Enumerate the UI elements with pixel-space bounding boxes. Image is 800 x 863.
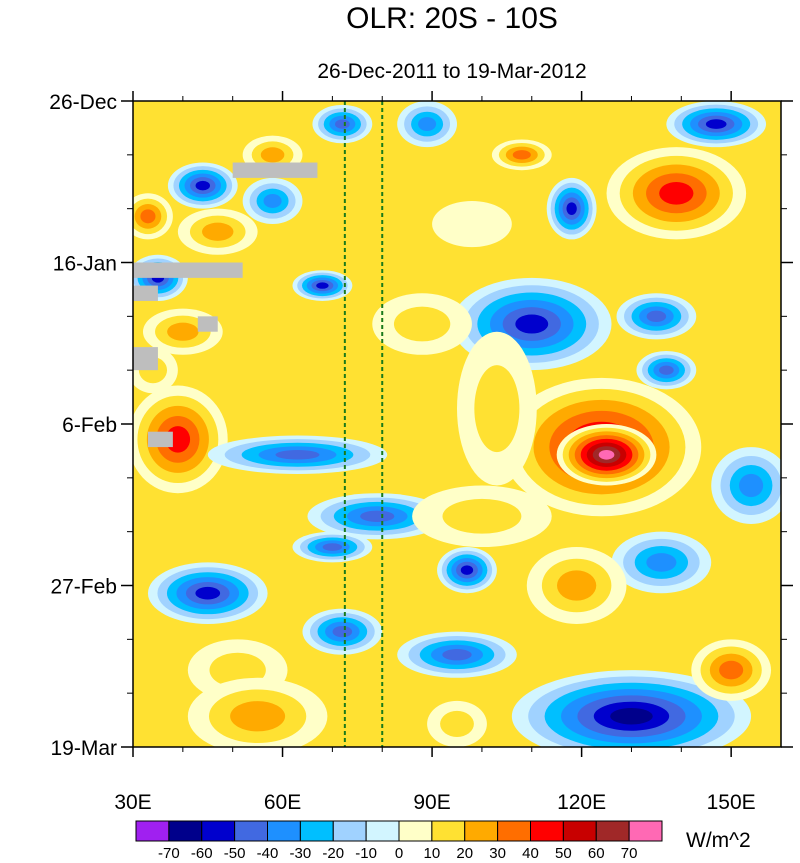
olr-feature bbox=[195, 586, 221, 600]
olr-feature bbox=[440, 710, 474, 737]
olr-feature bbox=[646, 310, 667, 322]
olr-feature bbox=[719, 660, 744, 680]
olr-feature bbox=[556, 570, 597, 601]
olr-feature bbox=[460, 565, 474, 575]
missing-data-patch bbox=[147, 431, 173, 448]
colorbar-label: 60 bbox=[588, 845, 605, 862]
olr-feature bbox=[418, 117, 437, 132]
colorbar-swatch bbox=[530, 820, 564, 842]
olr-feature bbox=[140, 209, 156, 224]
missing-data-patch bbox=[133, 285, 158, 301]
colorbar-label: 50 bbox=[555, 845, 572, 862]
colorbar-label: -10 bbox=[355, 845, 377, 862]
olr-feature bbox=[442, 649, 472, 661]
olr-feature bbox=[230, 701, 286, 732]
reference-lines bbox=[343, 101, 384, 747]
olr-feature bbox=[275, 450, 320, 460]
olr-feature bbox=[432, 200, 512, 248]
y-tick-label: 19-Mar bbox=[50, 737, 117, 760]
olr-feature bbox=[705, 119, 727, 129]
olr-feature bbox=[659, 181, 694, 205]
olr-feature bbox=[515, 314, 549, 334]
olr-feature bbox=[263, 194, 282, 208]
colorbar-label: -40 bbox=[257, 845, 279, 862]
olr-feature bbox=[739, 473, 764, 498]
olr-feature bbox=[316, 282, 329, 289]
colorbar-swatch bbox=[464, 820, 499, 842]
colorbar-label: 30 bbox=[489, 845, 506, 862]
colorbar-swatch bbox=[135, 820, 170, 842]
olr-feature bbox=[610, 708, 653, 725]
colorbar-swatch bbox=[595, 820, 630, 842]
colorbar-label: -60 bbox=[191, 845, 213, 862]
x-tick-label: 150E bbox=[707, 791, 756, 814]
missing-data-patch bbox=[232, 162, 318, 178]
colorbar-swatch bbox=[332, 820, 367, 842]
colorbar-label: -50 bbox=[224, 845, 246, 862]
plot-area bbox=[133, 101, 781, 747]
olr-feature bbox=[322, 543, 343, 551]
x-axis-ticks: 30E 60E 90E 120E 150E bbox=[114, 91, 756, 814]
olr-anomaly-features bbox=[133, 101, 781, 747]
colorbar-label: -30 bbox=[290, 845, 312, 862]
colorbar-swatch bbox=[431, 820, 466, 842]
colorbar-label: 0 bbox=[395, 845, 403, 862]
missing-data-patches bbox=[133, 162, 318, 448]
colorbar-label: 10 bbox=[424, 845, 441, 862]
olr-feature bbox=[474, 365, 520, 453]
olr-feature bbox=[646, 553, 677, 572]
colorbar-swatch bbox=[365, 820, 400, 842]
missing-data-patch bbox=[133, 262, 243, 278]
olr-feature bbox=[360, 510, 395, 522]
missing-data-patch bbox=[133, 347, 158, 371]
olr-feature bbox=[659, 365, 674, 375]
colorbar-label: -20 bbox=[322, 845, 344, 862]
colorbar-label: -70 bbox=[158, 845, 180, 862]
chart-subtitle: 26-Dec-2011 to 19-Mar-2012 bbox=[317, 60, 586, 83]
colorbar-swatch bbox=[628, 820, 663, 842]
colorbar-swatch bbox=[267, 820, 301, 842]
x-tick-label: 60E bbox=[264, 791, 301, 814]
olr-feature bbox=[598, 449, 615, 460]
x-tick-label: 90E bbox=[413, 791, 450, 814]
colorbar-swatch bbox=[168, 820, 203, 842]
colorbar-label: 20 bbox=[456, 845, 473, 862]
colorbar-swatch bbox=[562, 820, 597, 842]
colorbar-swatch bbox=[497, 820, 531, 842]
chart-title: OLR: 20S - 10S bbox=[346, 2, 558, 35]
y-tick-label: 16-Jan bbox=[53, 253, 117, 276]
colorbar-label: 70 bbox=[621, 845, 638, 862]
colorbar-units: W/m^2 bbox=[686, 829, 751, 852]
colorbar-swatch bbox=[234, 820, 268, 842]
olr-feature bbox=[512, 150, 531, 160]
olr-feature bbox=[195, 180, 210, 191]
x-tick-label: 120E bbox=[557, 791, 606, 814]
olr-feature bbox=[566, 202, 577, 216]
olr-feature bbox=[202, 222, 234, 241]
colorbar-label: 40 bbox=[522, 845, 539, 862]
olr-feature bbox=[393, 306, 451, 342]
olr-feature bbox=[335, 119, 350, 129]
olr-feature bbox=[260, 147, 285, 163]
y-tick-label: 26-Dec bbox=[49, 91, 117, 114]
colorbar-swatch bbox=[201, 820, 236, 842]
y-axis-ticks: 26-Dec 16-Jan 6-Feb 27-Feb 19-Mar bbox=[49, 91, 793, 760]
olr-feature bbox=[332, 625, 353, 638]
colorbar-swatch bbox=[299, 820, 334, 842]
y-tick-label: 27-Feb bbox=[50, 576, 117, 599]
missing-data-patch bbox=[197, 316, 218, 332]
olr-feature bbox=[167, 322, 199, 341]
x-tick-label: 30E bbox=[114, 791, 151, 814]
colorbar-swatch bbox=[398, 820, 433, 842]
olr-feature bbox=[442, 498, 522, 534]
colorbar: -70 -60 -50 -40 -30 -20 -10 0 10 20 30 40 50 60 70 bbox=[135, 820, 663, 862]
y-tick-label: 6-Feb bbox=[62, 414, 117, 437]
